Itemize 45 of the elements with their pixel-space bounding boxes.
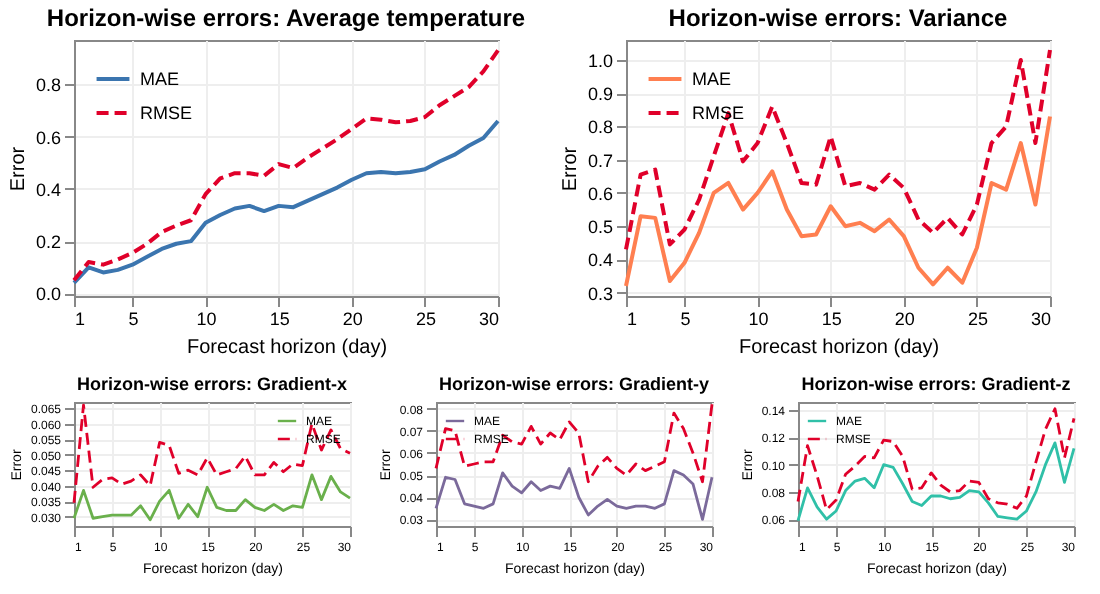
y-tick-label: 1.0	[587, 50, 613, 71]
x-tick-label: 10	[748, 309, 769, 329]
y-tick-label: 0.3	[587, 283, 613, 304]
line-series	[72, 48, 500, 283]
legend-label: RMSE	[692, 103, 745, 123]
x-axis-title: Forecast horizon (day)	[186, 337, 388, 359]
y-tick-label: 0.5	[587, 217, 613, 238]
y-tick-label: 0.4	[587, 250, 613, 271]
x-tick-label: 1	[627, 309, 638, 329]
y-tick-label: 0.8	[35, 75, 61, 96]
x-tick-label: 5	[680, 309, 691, 329]
legend-label: MAE	[692, 69, 732, 89]
x-tick-label: 20	[894, 309, 915, 329]
y-axis-title: Error	[559, 145, 582, 192]
x-tick-label: 1	[75, 309, 86, 329]
y-tick-label: 0.6	[587, 183, 613, 204]
x-tick-label: 30	[1030, 309, 1051, 329]
line-series	[72, 118, 500, 285]
y-tick-label: 0.0	[35, 284, 61, 305]
chart-title: Horizon-wise errors: Gradient-z	[801, 374, 1072, 394]
chart-title: Horizon-wise errors: Gradient-x	[76, 374, 348, 394]
x-tick-label: 25	[415, 309, 436, 329]
y-tick-label: 0.2	[35, 232, 61, 253]
chart-title: Horizon-wise errors: Variance	[668, 4, 1009, 32]
x-tick-label: 10	[196, 309, 217, 329]
x-tick-label: 15	[821, 309, 842, 329]
y-tick-label: 0.6	[35, 127, 61, 148]
x-tick-label: 30	[478, 309, 499, 329]
chart-title: Horizon-wise errors: Gradient-y	[438, 374, 710, 394]
legend-label: MAE	[140, 69, 180, 89]
y-tick-label: 0.9	[587, 84, 613, 105]
y-tick-label: 0.4	[35, 179, 61, 200]
line-series	[72, 473, 352, 522]
y-axis-title: Error	[7, 145, 30, 192]
line-series	[624, 47, 1052, 252]
x-tick-label: 25	[967, 309, 988, 329]
legend-label: RMSE	[140, 103, 193, 123]
line-series	[796, 407, 1076, 512]
x-tick-label: 20	[342, 309, 363, 329]
x-tick-label: 5	[128, 309, 139, 329]
y-tick-label: 0.7	[587, 150, 613, 171]
y-tick-label: 0.8	[587, 117, 613, 138]
chart-title: Horizon-wise errors: Average temperature	[46, 4, 526, 32]
x-axis-title: Forecast horizon (day)	[738, 337, 940, 359]
x-tick-label: 15	[269, 309, 290, 329]
